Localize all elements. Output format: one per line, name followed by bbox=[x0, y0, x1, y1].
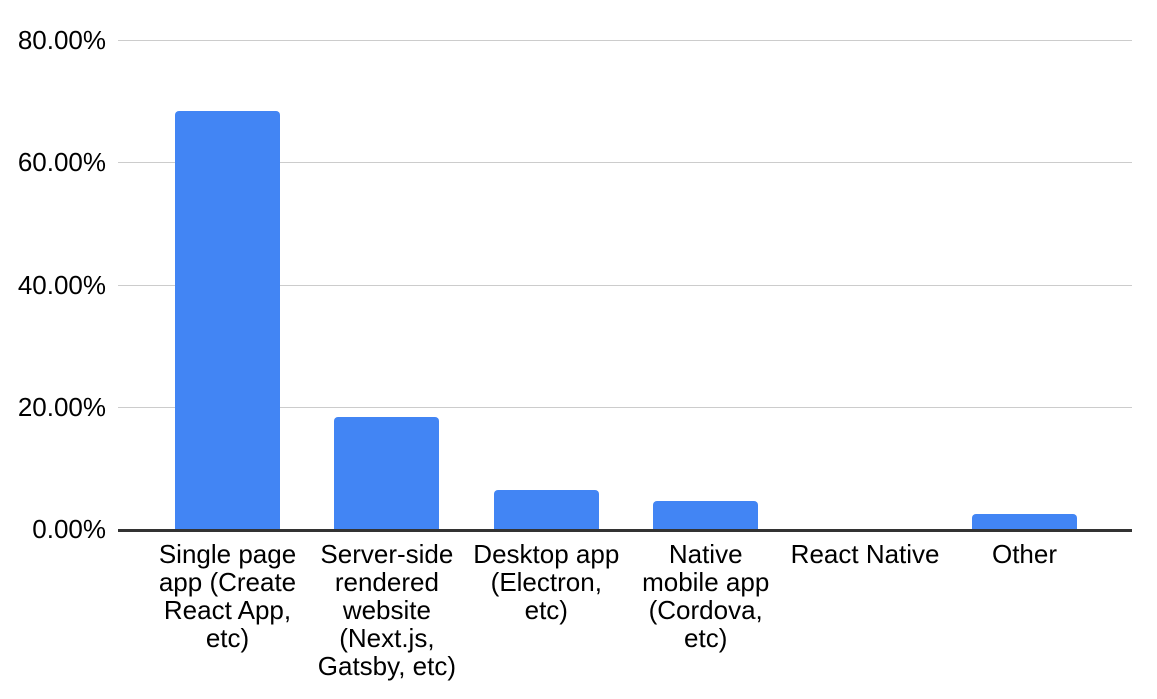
x-category-label-6: Other bbox=[991, 539, 1058, 569]
y-tick-label-60pct: 60.00% bbox=[17, 147, 106, 178]
y-tick-label-0pct: 0.00% bbox=[32, 514, 106, 544]
y-tick-label-20pct: 20.00% bbox=[17, 391, 106, 422]
x-category-label-3: Desktop app (Electron, etc) bbox=[473, 539, 620, 625]
bar-3 bbox=[493, 489, 599, 529]
x-category-label-1: Single page app (Create React App, etc) bbox=[158, 539, 297, 653]
x-category-label-5: React Native bbox=[790, 539, 940, 569]
gridline-60pct bbox=[118, 162, 1132, 164]
x-category-label-4: Native mobile app (Cordova, etc) bbox=[642, 539, 770, 653]
gridline-80pct bbox=[118, 40, 1132, 41]
x-category-label-2: Server-side rendered website (Next.js, G… bbox=[317, 539, 456, 681]
gridline-40pct bbox=[118, 284, 1132, 286]
bar-6 bbox=[972, 513, 1077, 529]
bar-2 bbox=[334, 417, 440, 529]
y-tick-label-80pct: 80.00% bbox=[17, 25, 106, 55]
y-tick-label-40pct: 40.00% bbox=[17, 269, 106, 300]
plot-area bbox=[118, 40, 1132, 532]
bar-4 bbox=[653, 500, 759, 529]
bar-1 bbox=[175, 110, 280, 529]
gridline-20pct bbox=[118, 406, 1132, 408]
